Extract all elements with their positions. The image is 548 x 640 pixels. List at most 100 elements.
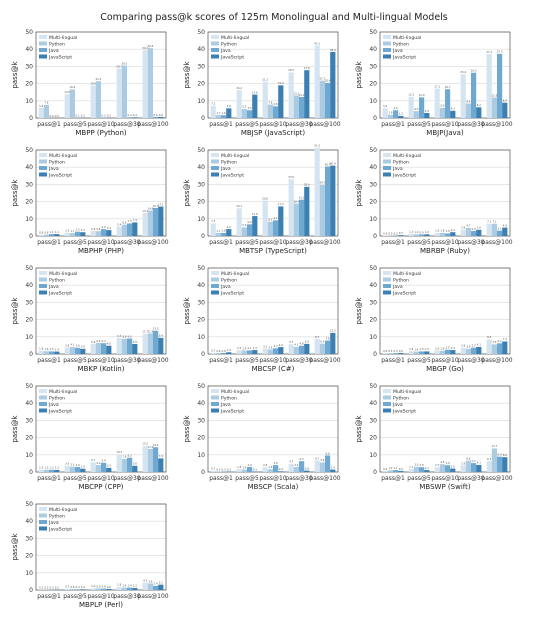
bar-value-label: 5.9 [305,340,309,344]
bar [106,467,112,472]
bar-value-label: 3.1 [498,226,502,230]
bar-value-label: 0.2 [394,231,398,235]
bar [486,461,492,472]
bar-value-label: 16.1 [236,204,242,208]
x-tick-label: pass@100 [481,357,512,364]
legend-label: Java [220,48,231,54]
y-tick-label: 50 [197,383,205,390]
bar-value-label: 2.9 [76,463,80,467]
x-tick-label: pass@30 [113,121,141,128]
bar [387,353,393,354]
x-tick-label: pass@10 [87,121,115,128]
bar-value-label: 0.0 [50,114,54,118]
legend-swatch [383,48,391,52]
bar [502,102,508,118]
bar-value-label: 0.3 [216,467,220,471]
bar [101,462,107,472]
y-tick-label: 0 [201,469,205,476]
bar [450,350,456,354]
bar [471,347,477,354]
chart-panel-2: 0 10 20 30 40 50 pass@k 5.61.94.51.2 pass@1 12.3 4… [355,29,513,137]
bar-value-label: 9.6 [326,451,330,455]
bar-value-label: 11.6 [252,212,258,216]
x-tick-label: pass@1 [209,357,233,364]
bar [262,348,268,354]
bar [116,586,122,590]
bar-value-label: 2.9 [472,227,476,231]
bar [132,117,138,118]
bar-value-label: 1.4 [331,465,335,469]
y-tick-label: 40 [25,46,33,53]
bar [460,229,466,236]
legend-swatch [383,277,391,282]
bar [382,108,388,118]
bar [247,350,253,354]
bar-value-label: 8.3 [268,218,272,222]
bar [38,234,44,236]
bar-value-label: 4.8 [107,342,111,346]
bar-value-label: 6.4 [96,339,100,343]
bar-value-label: 3.1 [70,462,74,466]
bar [393,353,399,354]
bar [325,166,331,236]
x-tick-label: pass@5 [63,593,87,600]
bar-value-label: 1.8 [440,229,444,233]
y-tick-label: 10 [25,334,33,341]
legend-label: Python [393,395,409,401]
bar-value-label: 1.4 [55,347,59,351]
x-tick-label: pass@10 [87,593,115,600]
bar-value-label: 0.4 [76,585,80,589]
y-tick-label: 40 [369,282,377,289]
bar-value-label: 2.0 [242,346,246,350]
y-tick-label: 50 [25,383,33,390]
bar [252,94,258,118]
bar [439,464,445,472]
x-tick-label: pass@1 [381,239,405,246]
bar-value-label: 2.0 [451,464,455,468]
bar-value-label: 7.1 [492,220,496,224]
x-tick-label: pass@5 [407,239,431,246]
bar-value-label: 3.0 [466,345,470,349]
bar [319,462,325,472]
bar [413,234,419,236]
bar-value-label: 1.7 [70,229,74,233]
bar-value-label: 7.3 [503,337,507,341]
bar [210,352,216,354]
bar [127,223,133,236]
bar-value-label: 40.4 [325,162,331,166]
chart-title: MBPLP (Perl) [79,601,123,609]
bar [132,344,138,354]
bar [80,348,86,354]
bar [398,352,404,354]
bar-value-label: 9.0 [128,334,132,338]
bar-value-label: 4.0 [414,107,418,111]
bar [247,110,253,118]
y-tick-label: 30 [25,181,33,188]
chart-title: MBCPP (CPP) [78,483,123,491]
bar-value-label: 1.0 [425,230,429,234]
legend-swatch [211,284,219,288]
bar-value-label: 0.5 [399,231,403,235]
bar-value-label: 19.0 [278,81,284,85]
bar-value-label: 13.5 [153,327,159,331]
bar [101,343,107,354]
bar-value-label: 4.5 [394,106,398,110]
bar-value-label: 6.2 [477,103,481,107]
bar-value-label: 0.6 [383,349,387,353]
legend-label: Java [48,284,59,290]
bar [158,584,164,590]
y-tick-label: 0 [373,351,377,358]
y-tick-label: 0 [373,233,377,240]
bar-value-label: 6.6 [466,456,470,460]
bar-value-label: 6.2 [498,339,502,343]
bar-value-label: 1.5 [425,347,429,351]
bar-value-label: 9.4 [159,334,163,338]
x-tick-label: pass@1 [209,475,233,482]
chart-title: MBGP (Go) [426,365,464,373]
bar-value-label: 1.8 [117,583,121,587]
bar-value-label: 0.3 [388,231,392,235]
y-tick-label: 0 [29,469,33,476]
